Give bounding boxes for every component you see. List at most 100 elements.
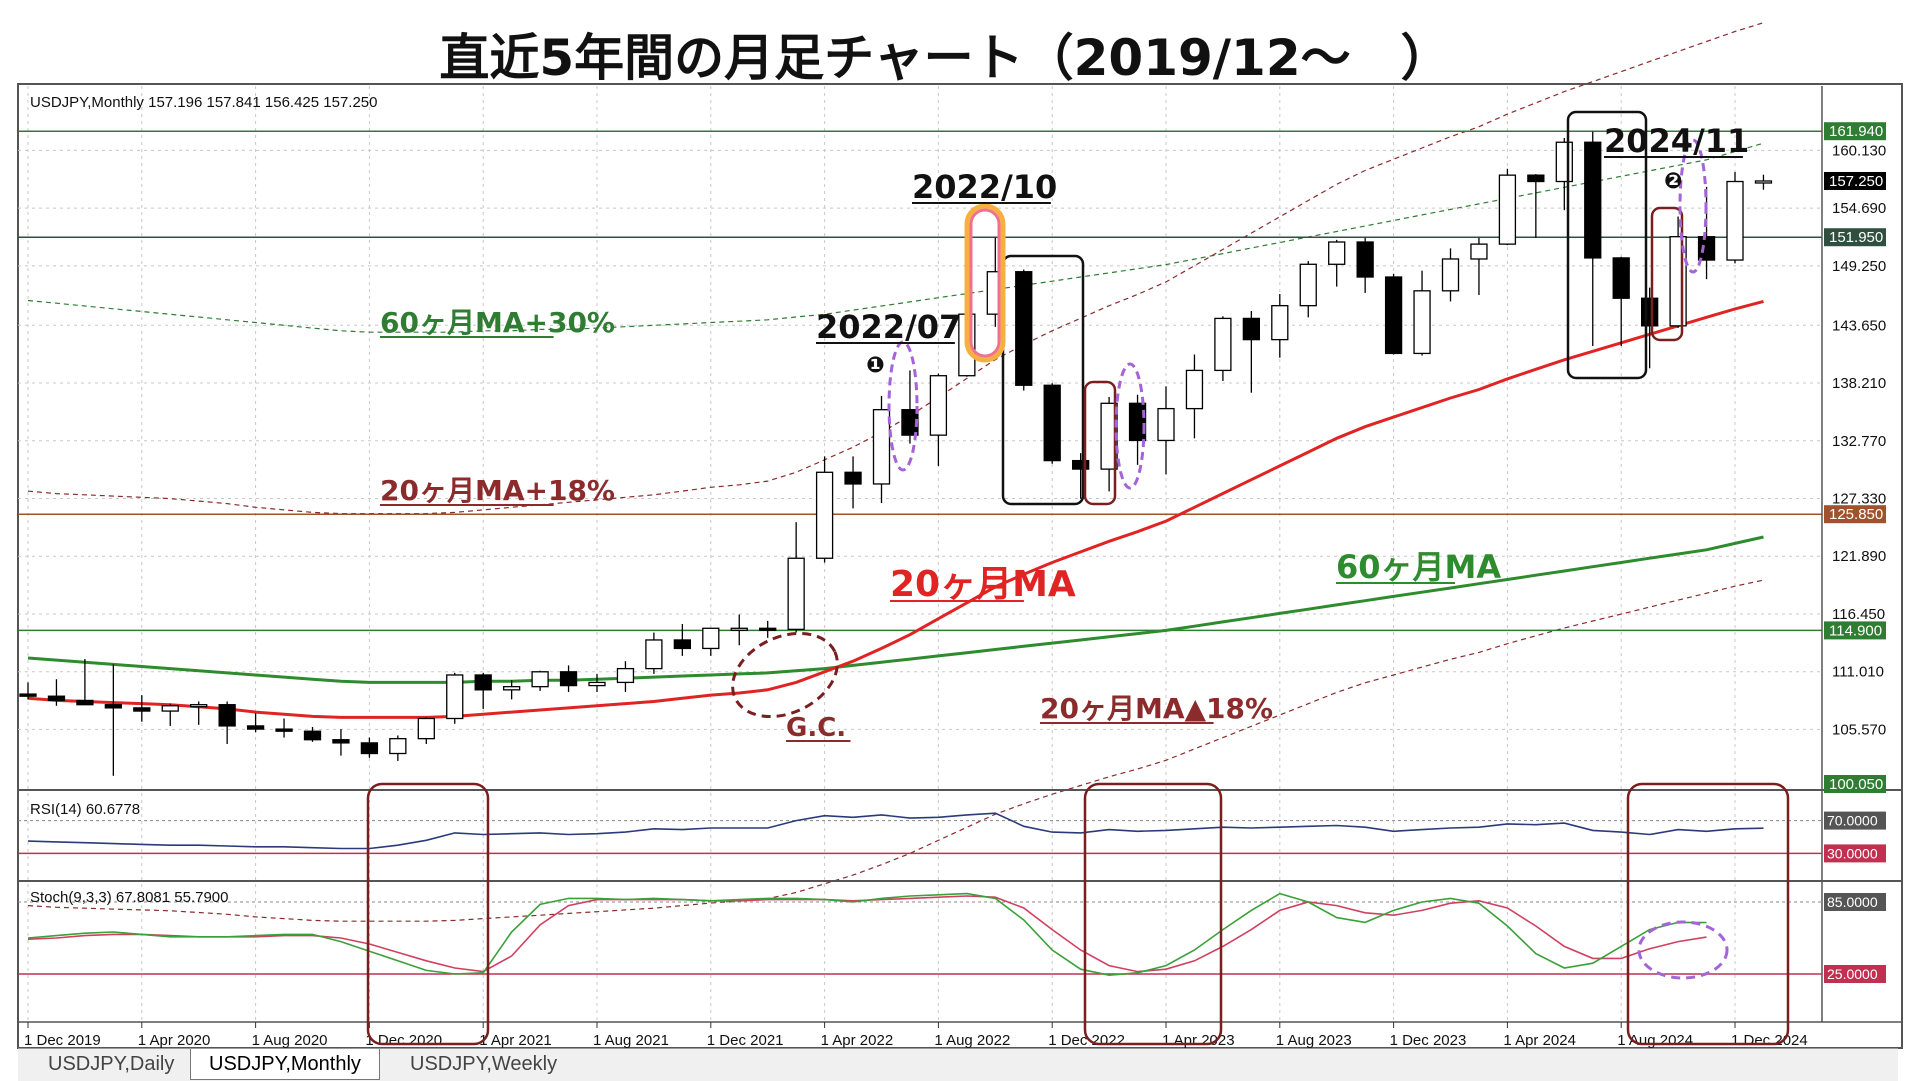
tab-usdjpy-daily[interactable]: USDJPY,Daily [48, 1053, 175, 1075]
candle-body [1214, 317, 1232, 372]
label-2024-11: 2024/11 [1604, 122, 1749, 160]
candle-body [275, 728, 293, 732]
candle-body [1043, 384, 1061, 462]
marker-2: ❷ [1664, 169, 1683, 194]
time-tick-label: 1 Apr 2020 [138, 1032, 211, 1049]
candle-body [1157, 407, 1175, 442]
candle-body [1527, 174, 1545, 183]
page-title-text: 直近5年間の月足チャート（2019/12～ ） [439, 29, 1481, 93]
candle-body [218, 704, 236, 727]
candles [19, 131, 1773, 776]
candle-body [844, 471, 862, 485]
time-tick-label: 1 Apr 2021 [479, 1032, 552, 1049]
label-2022-10: 2022/10 [912, 168, 1057, 206]
candle-body [332, 739, 350, 744]
candle-body [133, 707, 151, 712]
stoch-level-tag [1824, 893, 1886, 911]
candle-body [531, 671, 549, 688]
candle-body [1384, 276, 1403, 355]
stoch-level-tag-label: 25.0000 [1827, 966, 1878, 982]
time-tick-label: 1 Dec 2021 [707, 1032, 784, 1049]
candle-body [190, 704, 208, 708]
candle-body [1015, 271, 1033, 386]
oval-golden-cross [731, 631, 839, 719]
candle-body [417, 717, 435, 740]
label-2022-07: 2022/07 [816, 308, 961, 346]
time-tick-label: 1 Dec 2019 [24, 1032, 101, 1049]
price-tick-label: 154.690 [1832, 200, 1886, 217]
price-line-tag-label: 114.900 [1829, 622, 1882, 639]
tab-usdjpy-weekly[interactable]: USDJPY,Weekly [410, 1053, 558, 1075]
oval-2024-11 [1678, 138, 1708, 274]
candle-body [1470, 243, 1488, 260]
stoch-label: Stoch(9,3,3) 67.8081 55.7900 [30, 889, 229, 906]
candle-body [1328, 241, 1346, 265]
price-line-tag [1824, 228, 1886, 247]
moving-averages [27, 299, 1764, 719]
time-tick-label: 1 Aug 2020 [252, 1032, 328, 1049]
rsi-level-tag-label: 70.0000 [1827, 813, 1878, 829]
oval-2022-10-outer [964, 203, 1006, 363]
candle-body [616, 667, 635, 684]
oval-2023-01 [1114, 362, 1146, 490]
time-tick-label: 1 Dec 2020 [365, 1032, 442, 1049]
time-tick-label: 1 Aug 2021 [593, 1032, 669, 1049]
candle-body [645, 639, 663, 670]
price-tick-label: 121.890 [1832, 548, 1886, 565]
current-price-tag-label: 157.250 [1829, 173, 1883, 190]
candle-body [389, 738, 407, 755]
candle-body [1128, 402, 1147, 442]
time-tick-label: 1 Dec 2024 [1731, 1032, 1808, 1049]
oval-stoch-cross [1637, 920, 1729, 980]
rsi-level-tag [1824, 844, 1886, 863]
tab-usdjpy-monthly[interactable]: USDJPY,Monthly [190, 1049, 380, 1080]
box-pullback-2024 [1650, 206, 1684, 342]
candle-body [1441, 258, 1460, 292]
candle-body [673, 639, 691, 650]
rsi-line [27, 812, 1764, 850]
candle-body [76, 699, 94, 706]
candle-body [1242, 317, 1260, 341]
candle-body [360, 742, 379, 755]
price-tick-label: 143.650 [1832, 317, 1886, 334]
price-tick-label: 160.130 [1832, 142, 1886, 159]
time-tick-label: 1 Aug 2022 [934, 1032, 1010, 1049]
price-tick-label: 127.330 [1832, 490, 1886, 507]
rsi-label: RSI(14) 60.6778 [30, 801, 140, 818]
time-tick-label: 1 Apr 2023 [1162, 1032, 1235, 1049]
price-tick-label: 132.770 [1832, 433, 1886, 450]
price-line-tag [1824, 621, 1886, 640]
price-line-tag [1824, 505, 1886, 524]
candle-body [19, 693, 37, 697]
time-tick-label: 1 Apr 2024 [1503, 1032, 1576, 1049]
candle-body [446, 674, 464, 720]
candle-body [1697, 236, 1716, 261]
price-tick-label: 111.010 [1832, 664, 1884, 681]
box-indicator-2024 [1626, 782, 1790, 1046]
label-ma60: 60ヶ月MA [1336, 548, 1501, 586]
candle-body [47, 695, 66, 702]
band-ma20-plus18 [27, 22, 1764, 515]
candle-body [929, 375, 948, 436]
annotations: 2022/10 2022/07 2024/11 ❶ ❷ 60ヶ月MA+30% 20ヶ月MA+… [366, 110, 1790, 1046]
page-title: 直近5年間の月足チャート（2019/12～ ） [0, 18, 1920, 93]
ma20-line [27, 299, 1764, 719]
label-golden-cross: G.C. [786, 713, 846, 743]
candle-body [1584, 141, 1602, 259]
stoch-level-tag-label: 85.0000 [1827, 894, 1878, 910]
rsi-level-tag-label: 30.0000 [1827, 845, 1878, 861]
label-ma60-plus30: 60ヶ月MA+30% [380, 306, 615, 339]
band-ma20-minus18 [27, 579, 1764, 922]
indicator-panes: RSI(14) 60.6778 70.0000 30.0000 Stoch(9,3,3… [18, 86, 1902, 1023]
price-tick-label: 116.450 [1832, 606, 1885, 623]
price-line-tag [1824, 122, 1886, 141]
candle-body [787, 557, 805, 630]
time-axis: 1 Dec 2019 1 Apr 2020 1 Aug 2020 1 Dec 2020… [24, 1022, 1808, 1049]
candle-body [303, 730, 322, 741]
box-drop-2024 [1566, 110, 1648, 380]
time-tick-label: 1 Dec 2023 [1390, 1032, 1467, 1049]
price-line-tag-label: 161.940 [1829, 123, 1883, 140]
ma-bands [27, 22, 1764, 922]
candle-body [502, 686, 521, 691]
